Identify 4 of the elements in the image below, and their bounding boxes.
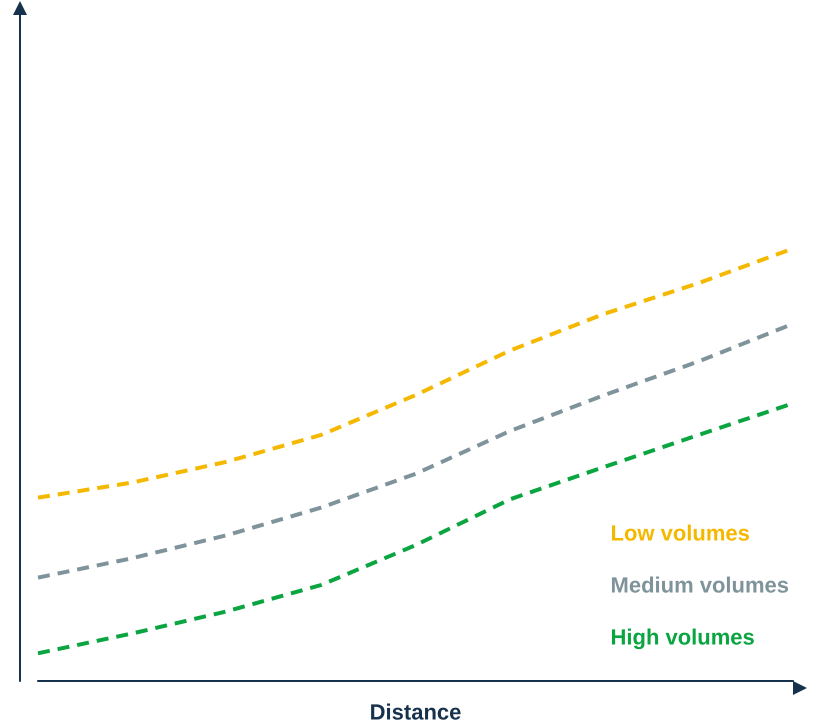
x-axis-title: Distance	[370, 700, 462, 724]
text: High volumes	[610, 624, 755, 650]
text: Medium volumes	[610, 572, 790, 598]
text: Low volumes	[610, 520, 750, 546]
